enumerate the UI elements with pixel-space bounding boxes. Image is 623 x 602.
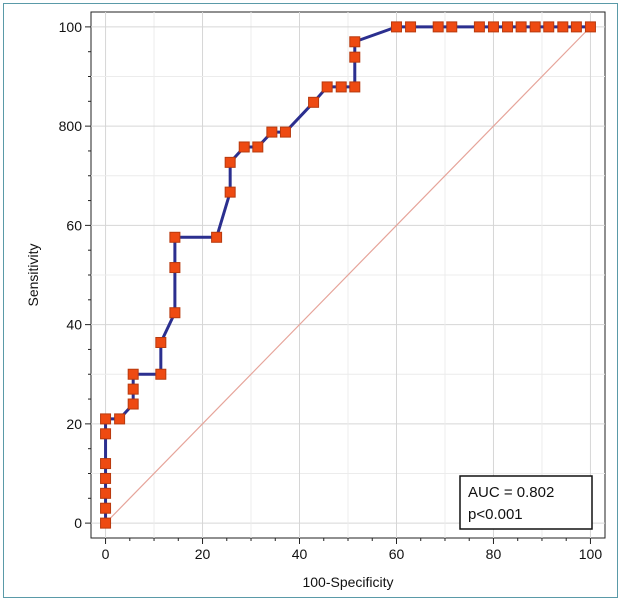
roc-marker [114, 413, 126, 425]
roc-marker [543, 21, 555, 33]
y-tick-label: 60 [66, 217, 82, 233]
y-tick-label: 20 [66, 416, 82, 432]
roc-marker [127, 398, 139, 410]
roc-chart: 0 20 40 60 80 100 0 20 40 60 800 100 100-Specifici… [25, 11, 606, 590]
roc-marker [279, 126, 291, 138]
y-axis-label: Sensitivity [25, 243, 41, 306]
roc-marker [349, 51, 361, 63]
roc-marker [446, 21, 458, 33]
roc-marker [529, 21, 541, 33]
auc-value-text: AUC = 0.802 [468, 484, 554, 501]
x-axis-label: 100-Specificity [302, 574, 393, 590]
roc-marker [515, 21, 527, 33]
auc-annotation-box: AUC = 0.802 p<0.001 [459, 475, 593, 530]
roc-marker [473, 21, 485, 33]
roc-marker [100, 472, 112, 484]
roc-marker [238, 141, 250, 153]
y-tick-label: 40 [66, 317, 82, 333]
roc-marker [266, 126, 278, 138]
roc-marker [584, 21, 596, 33]
x-tick-label: 40 [292, 546, 308, 562]
x-tick-label: 0 [102, 546, 110, 562]
roc-marker [349, 36, 361, 48]
y-tick-label: 800 [59, 118, 83, 134]
x-tick-label: 100 [579, 546, 603, 562]
roc-marker [308, 96, 320, 108]
chart-frame: 0 20 40 60 80 100 0 20 40 60 800 100 100-Specifici… [3, 3, 618, 598]
y-tick-label: 100 [59, 19, 83, 35]
roc-marker [405, 21, 417, 33]
roc-marker [127, 383, 139, 395]
x-tick-labels: 0 20 40 60 80 100 [102, 546, 603, 562]
roc-marker [570, 21, 582, 33]
roc-marker [100, 413, 112, 425]
x-tick-label: 60 [389, 546, 405, 562]
roc-marker [321, 81, 333, 93]
roc-marker [502, 21, 514, 33]
x-tick-label: 80 [486, 546, 502, 562]
roc-marker [100, 487, 112, 499]
roc-marker [557, 21, 569, 33]
roc-marker [169, 262, 181, 274]
roc-marker [127, 368, 139, 380]
roc-marker [169, 231, 181, 243]
roc-marker [432, 21, 444, 33]
roc-marker [100, 428, 112, 440]
axis-ticks [85, 26, 591, 544]
roc-markers [100, 21, 596, 529]
roc-marker [211, 231, 223, 243]
roc-marker [100, 517, 112, 529]
roc-marker [155, 368, 167, 380]
roc-marker [252, 141, 264, 153]
y-tick-labels: 0 20 40 60 800 100 [59, 19, 83, 531]
roc-marker [390, 21, 402, 33]
roc-marker [100, 502, 112, 514]
reference-line [105, 26, 591, 524]
y-tick-label: 0 [74, 515, 82, 531]
roc-marker [155, 336, 167, 348]
roc-marker [224, 156, 236, 168]
roc-marker [349, 81, 361, 93]
roc-marker [487, 21, 499, 33]
reference-diagonal [105, 26, 591, 524]
roc-marker [100, 458, 112, 470]
p-value-text: p<0.001 [468, 506, 523, 523]
roc-marker [169, 307, 181, 319]
roc-marker [335, 81, 347, 93]
roc-marker [224, 186, 236, 198]
x-tick-label: 20 [195, 546, 211, 562]
